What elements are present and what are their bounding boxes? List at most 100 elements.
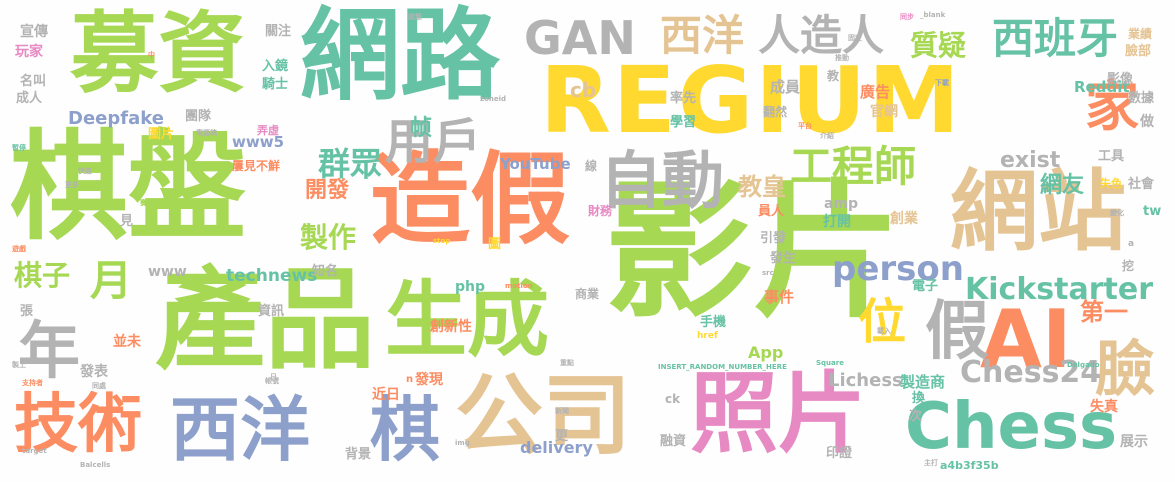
word: Chess	[905, 390, 1118, 464]
word: 發生	[770, 251, 797, 266]
word: 官網	[870, 104, 898, 120]
word: 照片	[690, 362, 867, 465]
word: 數據	[1128, 91, 1155, 106]
word: 技術	[14, 388, 142, 462]
word: 創新性	[430, 319, 472, 335]
word: img	[455, 439, 470, 447]
word: 電腦稿	[196, 129, 217, 137]
word: 生成	[385, 273, 550, 368]
word: 快速	[78, 167, 92, 175]
word: 成人	[16, 91, 43, 106]
word: 變化	[1110, 209, 1124, 217]
word: Balcells	[80, 461, 111, 469]
word: 創業	[890, 211, 918, 227]
word: 展示	[1120, 434, 1148, 450]
word: 圖片	[148, 127, 175, 142]
word: _blank	[920, 11, 946, 19]
word: 背景	[345, 447, 372, 462]
word: 屢見不鮮	[232, 159, 281, 173]
word: 棋子	[14, 259, 71, 292]
word: 圖	[488, 237, 502, 252]
word: 翻然	[763, 105, 788, 119]
word: GAN	[524, 11, 636, 65]
word: delivery	[520, 438, 593, 457]
word: 員人	[758, 204, 785, 219]
word: 臉	[1095, 335, 1155, 405]
word: 用戶	[385, 114, 482, 170]
word: 學習	[670, 115, 697, 130]
word: 失真	[1090, 399, 1118, 415]
word: 質疑	[910, 29, 967, 62]
word: 帳號	[265, 377, 279, 385]
word: 棋	[370, 389, 440, 471]
word: Square	[816, 359, 844, 367]
word: 見	[120, 214, 134, 229]
word: 宣傳	[20, 24, 48, 40]
word: 成員	[770, 78, 801, 96]
word: 工程師	[790, 142, 917, 191]
word: src	[762, 269, 774, 277]
word: 西洋	[170, 389, 310, 471]
word: person	[832, 249, 964, 289]
word: 率先	[670, 91, 697, 106]
word: 介紹	[820, 132, 834, 140]
word: 自動	[600, 144, 725, 217]
word: Lichess	[828, 370, 903, 391]
word: 張	[20, 304, 34, 319]
word: Delgado	[1067, 361, 1100, 369]
word: 財務	[588, 204, 613, 218]
word: 製造商	[900, 373, 946, 391]
word: exist	[1000, 148, 1061, 173]
word: 重點	[560, 359, 574, 367]
word: amp	[824, 196, 859, 212]
word: 網站	[950, 160, 1127, 263]
word: YouTube	[500, 155, 571, 173]
word: Deepfake	[68, 108, 164, 129]
word: 支持者	[22, 379, 43, 387]
word: 網路	[300, 0, 500, 114]
word: zoneid	[480, 95, 507, 103]
word: 教皇	[738, 173, 786, 201]
word: 棋盤	[10, 118, 247, 256]
word: 西洋	[660, 11, 745, 60]
word: 就態	[408, 13, 422, 21]
word: 更	[555, 429, 569, 444]
word: cb	[570, 78, 597, 102]
word: href	[697, 331, 718, 341]
word: 社會	[1128, 177, 1155, 192]
word: 造假	[370, 141, 570, 258]
word: 公司	[455, 364, 632, 467]
word: 資訊	[258, 304, 285, 319]
word: 教	[827, 69, 840, 83]
word: REGIUM	[540, 47, 962, 154]
word: 打開	[823, 214, 851, 230]
word: target	[22, 447, 47, 455]
word: 年	[18, 314, 81, 387]
word: 線	[585, 159, 598, 173]
word: 廣告	[860, 83, 891, 101]
word: 人造人	[758, 11, 885, 60]
word: 日	[270, 373, 277, 381]
word: 手機	[700, 315, 727, 330]
word: 西班牙	[992, 14, 1119, 63]
word: 更多	[65, 181, 79, 189]
word: 推動	[835, 54, 849, 62]
word: 入鏡	[262, 59, 289, 74]
word: stop	[433, 237, 451, 245]
word: 下載	[935, 79, 949, 87]
word: 平台	[798, 122, 812, 130]
word: 工具	[1098, 149, 1125, 164]
word: Chess24	[960, 355, 1102, 390]
word: 發現	[415, 372, 443, 388]
word: 關注	[265, 24, 292, 39]
word: 商業	[575, 287, 600, 301]
word: 失色	[1100, 177, 1122, 190]
word: 新聞	[555, 407, 569, 415]
word: 引發	[760, 231, 787, 246]
word: AI	[980, 293, 1072, 386]
word: 影片	[605, 166, 901, 338]
word: 產品	[155, 256, 375, 384]
word: 群眾	[318, 145, 383, 183]
word: 挖	[1122, 259, 1135, 273]
word: 換	[912, 391, 926, 406]
